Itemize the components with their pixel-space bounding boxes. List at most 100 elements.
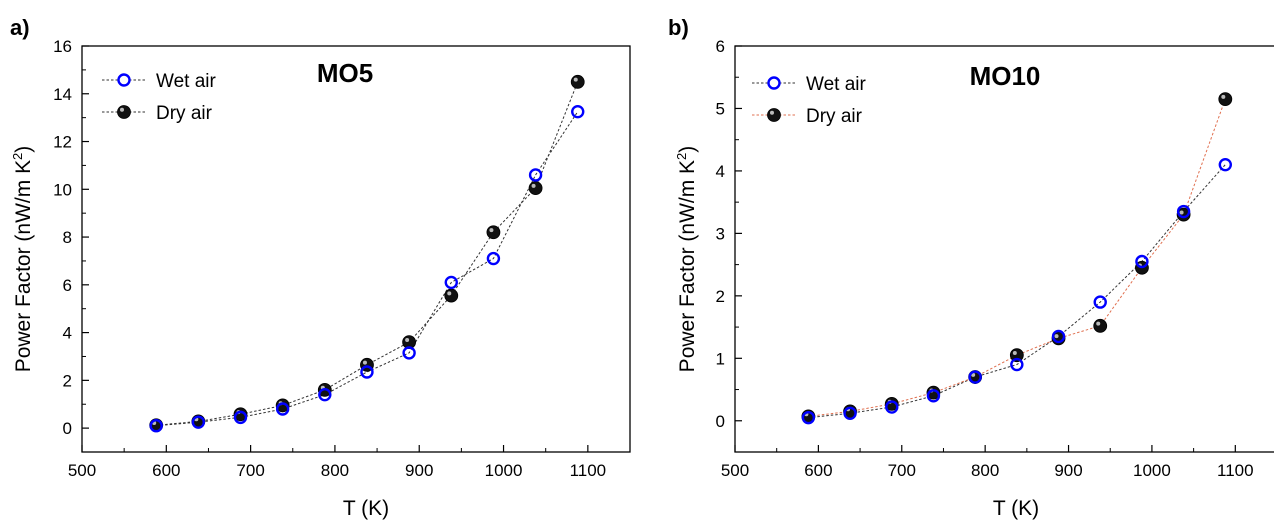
series-line-1 [808,98,1226,417]
y-axis-label-end: ) [12,146,35,153]
y-axis-label-main: Power Factor (nW/m K [676,160,699,372]
data-point-wet-air [149,419,163,433]
x-tick-label: 700 [888,461,916,480]
legend-marker-wet-air [767,76,781,90]
y-tick-label: 6 [716,37,725,56]
x-tick-label: 1100 [570,461,607,480]
x-tick-label: 800 [321,461,349,480]
marker-highlight [120,107,124,112]
y-tick-label: 10 [53,180,72,199]
y-tick-label: 4 [63,324,72,343]
y-tick-label: 2 [63,371,72,390]
y-tick-label: 0 [716,412,725,431]
x-axis-label: T (K) [343,497,389,520]
y-tick-label: 1 [716,349,725,368]
x-tick-label: 900 [1054,461,1082,480]
y-tick-label: 6 [63,276,72,295]
data-point-wet-air [318,387,332,402]
marker-highlight [1221,94,1226,99]
plot-frame [734,45,1274,453]
x-tick-label: 500 [68,461,96,480]
marker-highlight [362,360,367,365]
y-tick-label: 16 [53,37,72,56]
panel-letter: b) [668,15,689,40]
series-line-0 [808,164,1226,419]
y-tick-label: 0 [63,419,72,438]
data-point-wet-air [444,275,458,290]
marker-highlight [1096,321,1101,326]
x-tick-label: 600 [804,461,832,480]
marker-highlight [770,110,774,115]
data-point-wet-air [1176,204,1191,219]
y-axis-label: Power Factor (nW/m K2) [674,146,699,373]
x-tick-label: 600 [152,461,180,480]
data-point-dry-air [1218,92,1233,106]
data-point-wet-air [885,400,899,414]
data-point-wet-air [1135,254,1149,269]
marker-highlight [447,291,452,296]
x-tick-label: 900 [405,461,433,480]
chart-title: MO5 [317,58,373,88]
data-point-dry-air [1093,318,1108,333]
data-point-wet-air [191,415,206,429]
data-point-dry-air [528,181,543,196]
legend-label-0: Wet air [806,74,867,95]
data-point-wet-air [1218,157,1233,172]
x-axis-label: T (K) [993,497,1039,520]
marker-highlight [1012,350,1017,355]
y-axis-label-main: Power Factor (nW/m K [12,160,35,372]
legend-label-0: Wet air [156,71,217,92]
data-point-wet-air [360,365,374,379]
data-point-dry-air [486,225,501,240]
series-line-0 [156,111,579,427]
legend-marker-dry-air [117,105,131,119]
marker-highlight [1054,334,1059,339]
y-tick-label: 12 [53,133,72,152]
x-tick-label: 800 [971,461,999,480]
y-axis-label: Power Factor (nW/m K2) [10,146,35,373]
data-point-wet-air [1093,295,1107,309]
series-line-1 [156,81,579,426]
marker-highlight [573,77,578,82]
chart-panel-mo10: b) MO10 500 600 700 800 900 1000 1100 0 1 2 3 4 5 6 T (K… [668,15,1274,520]
data-point-wet-air [1051,329,1066,344]
legend-label-1: Dry air [806,106,863,127]
data-point-wet-air [926,389,941,403]
y-axis-label-superscript: 2 [674,153,689,160]
y-tick-label: 4 [716,162,725,181]
chart-title: MO10 [970,61,1041,91]
data-point-wet-air [843,406,857,420]
marker-highlight [1179,210,1184,215]
data-point-wet-air [233,410,248,425]
marker-highlight [489,228,494,233]
y-tick-label: 8 [63,228,72,247]
panel-letter: a) [10,15,30,40]
plot-frame [81,45,631,453]
y-tick-label: 3 [716,224,725,243]
y-tick-label: 5 [716,99,725,118]
chart-panel-mo5: a) MO5 500 600 700 800 900 1000 1100 0 2 4 6 8 10 12 14 1… [10,15,631,520]
legend-marker-wet-air [117,73,131,87]
data-point-wet-air [402,346,416,360]
data-point-wet-air [528,168,543,182]
y-axis-label-end: ) [676,146,699,153]
marker-highlight [405,337,410,342]
data-point-wet-air [1010,357,1024,372]
data-point-wet-air [486,251,501,266]
x-tick-label: 500 [721,461,749,480]
x-tick-label: 1000 [1133,461,1171,480]
y-axis-label-superscript: 2 [10,153,25,160]
y-tick-label: 2 [716,287,725,306]
data-point-wet-air [571,104,585,119]
data-point-dry-air [570,74,585,89]
y-tick-label: 14 [53,85,72,104]
x-tick-label: 1100 [1217,461,1254,480]
x-tick-label: 1000 [485,461,523,480]
data-point-wet-air [968,370,982,384]
marker-highlight [531,183,536,188]
data-point-wet-air [275,402,290,416]
data-point-dry-air [444,288,459,303]
legend-label-1: Dry air [156,103,213,124]
legend-marker-dry-air [767,108,781,122]
